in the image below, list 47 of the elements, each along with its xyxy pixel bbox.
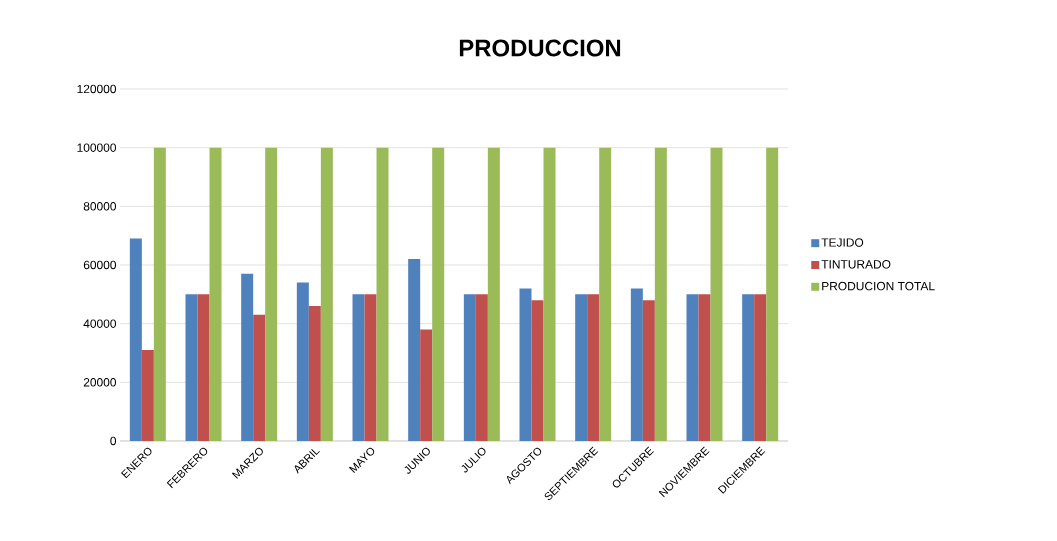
bar	[129, 238, 142, 441]
bar	[376, 147, 389, 441]
bar	[642, 300, 655, 441]
bar	[766, 147, 779, 441]
bar	[141, 350, 154, 441]
bar	[420, 329, 433, 441]
bar	[487, 147, 500, 441]
bar	[308, 306, 321, 441]
y-tick-label: 60000	[83, 260, 117, 270]
bar	[710, 147, 723, 441]
y-tick-label: 100000	[77, 143, 117, 152]
y-tick-label: 40000	[83, 319, 117, 328]
bar	[265, 147, 278, 441]
legend-label: PRODUCION TOTAL	[822, 281, 935, 291]
y-tick-label: 0	[110, 436, 117, 446]
bar	[197, 294, 210, 441]
bar	[253, 314, 266, 441]
bar	[754, 294, 767, 441]
bar	[519, 288, 532, 441]
bar	[408, 259, 421, 441]
bar	[153, 147, 166, 441]
y-tick-label: 120000	[77, 84, 117, 94]
bar	[587, 294, 600, 441]
bar	[364, 294, 377, 441]
bar	[698, 294, 711, 441]
bar	[686, 294, 699, 441]
bar	[475, 294, 488, 441]
y-tick-label: 80000	[83, 202, 117, 211]
bar	[320, 147, 333, 441]
bar	[296, 282, 309, 441]
bar	[463, 294, 476, 441]
bar	[531, 300, 544, 441]
bar	[543, 147, 556, 441]
bar	[630, 288, 643, 441]
legend-label: TEJIDO	[821, 238, 864, 247]
legend-label: TINTURADO	[821, 260, 891, 269]
bar	[185, 294, 198, 441]
bar	[654, 147, 667, 441]
bar	[352, 294, 365, 441]
bar	[209, 147, 222, 441]
bar	[575, 294, 588, 441]
bar	[599, 147, 612, 441]
bar	[432, 147, 445, 441]
bar	[742, 294, 755, 441]
y-tick-label: 20000	[83, 378, 117, 387]
chart-title: PRODUCCION	[459, 39, 621, 57]
bar	[241, 273, 254, 441]
